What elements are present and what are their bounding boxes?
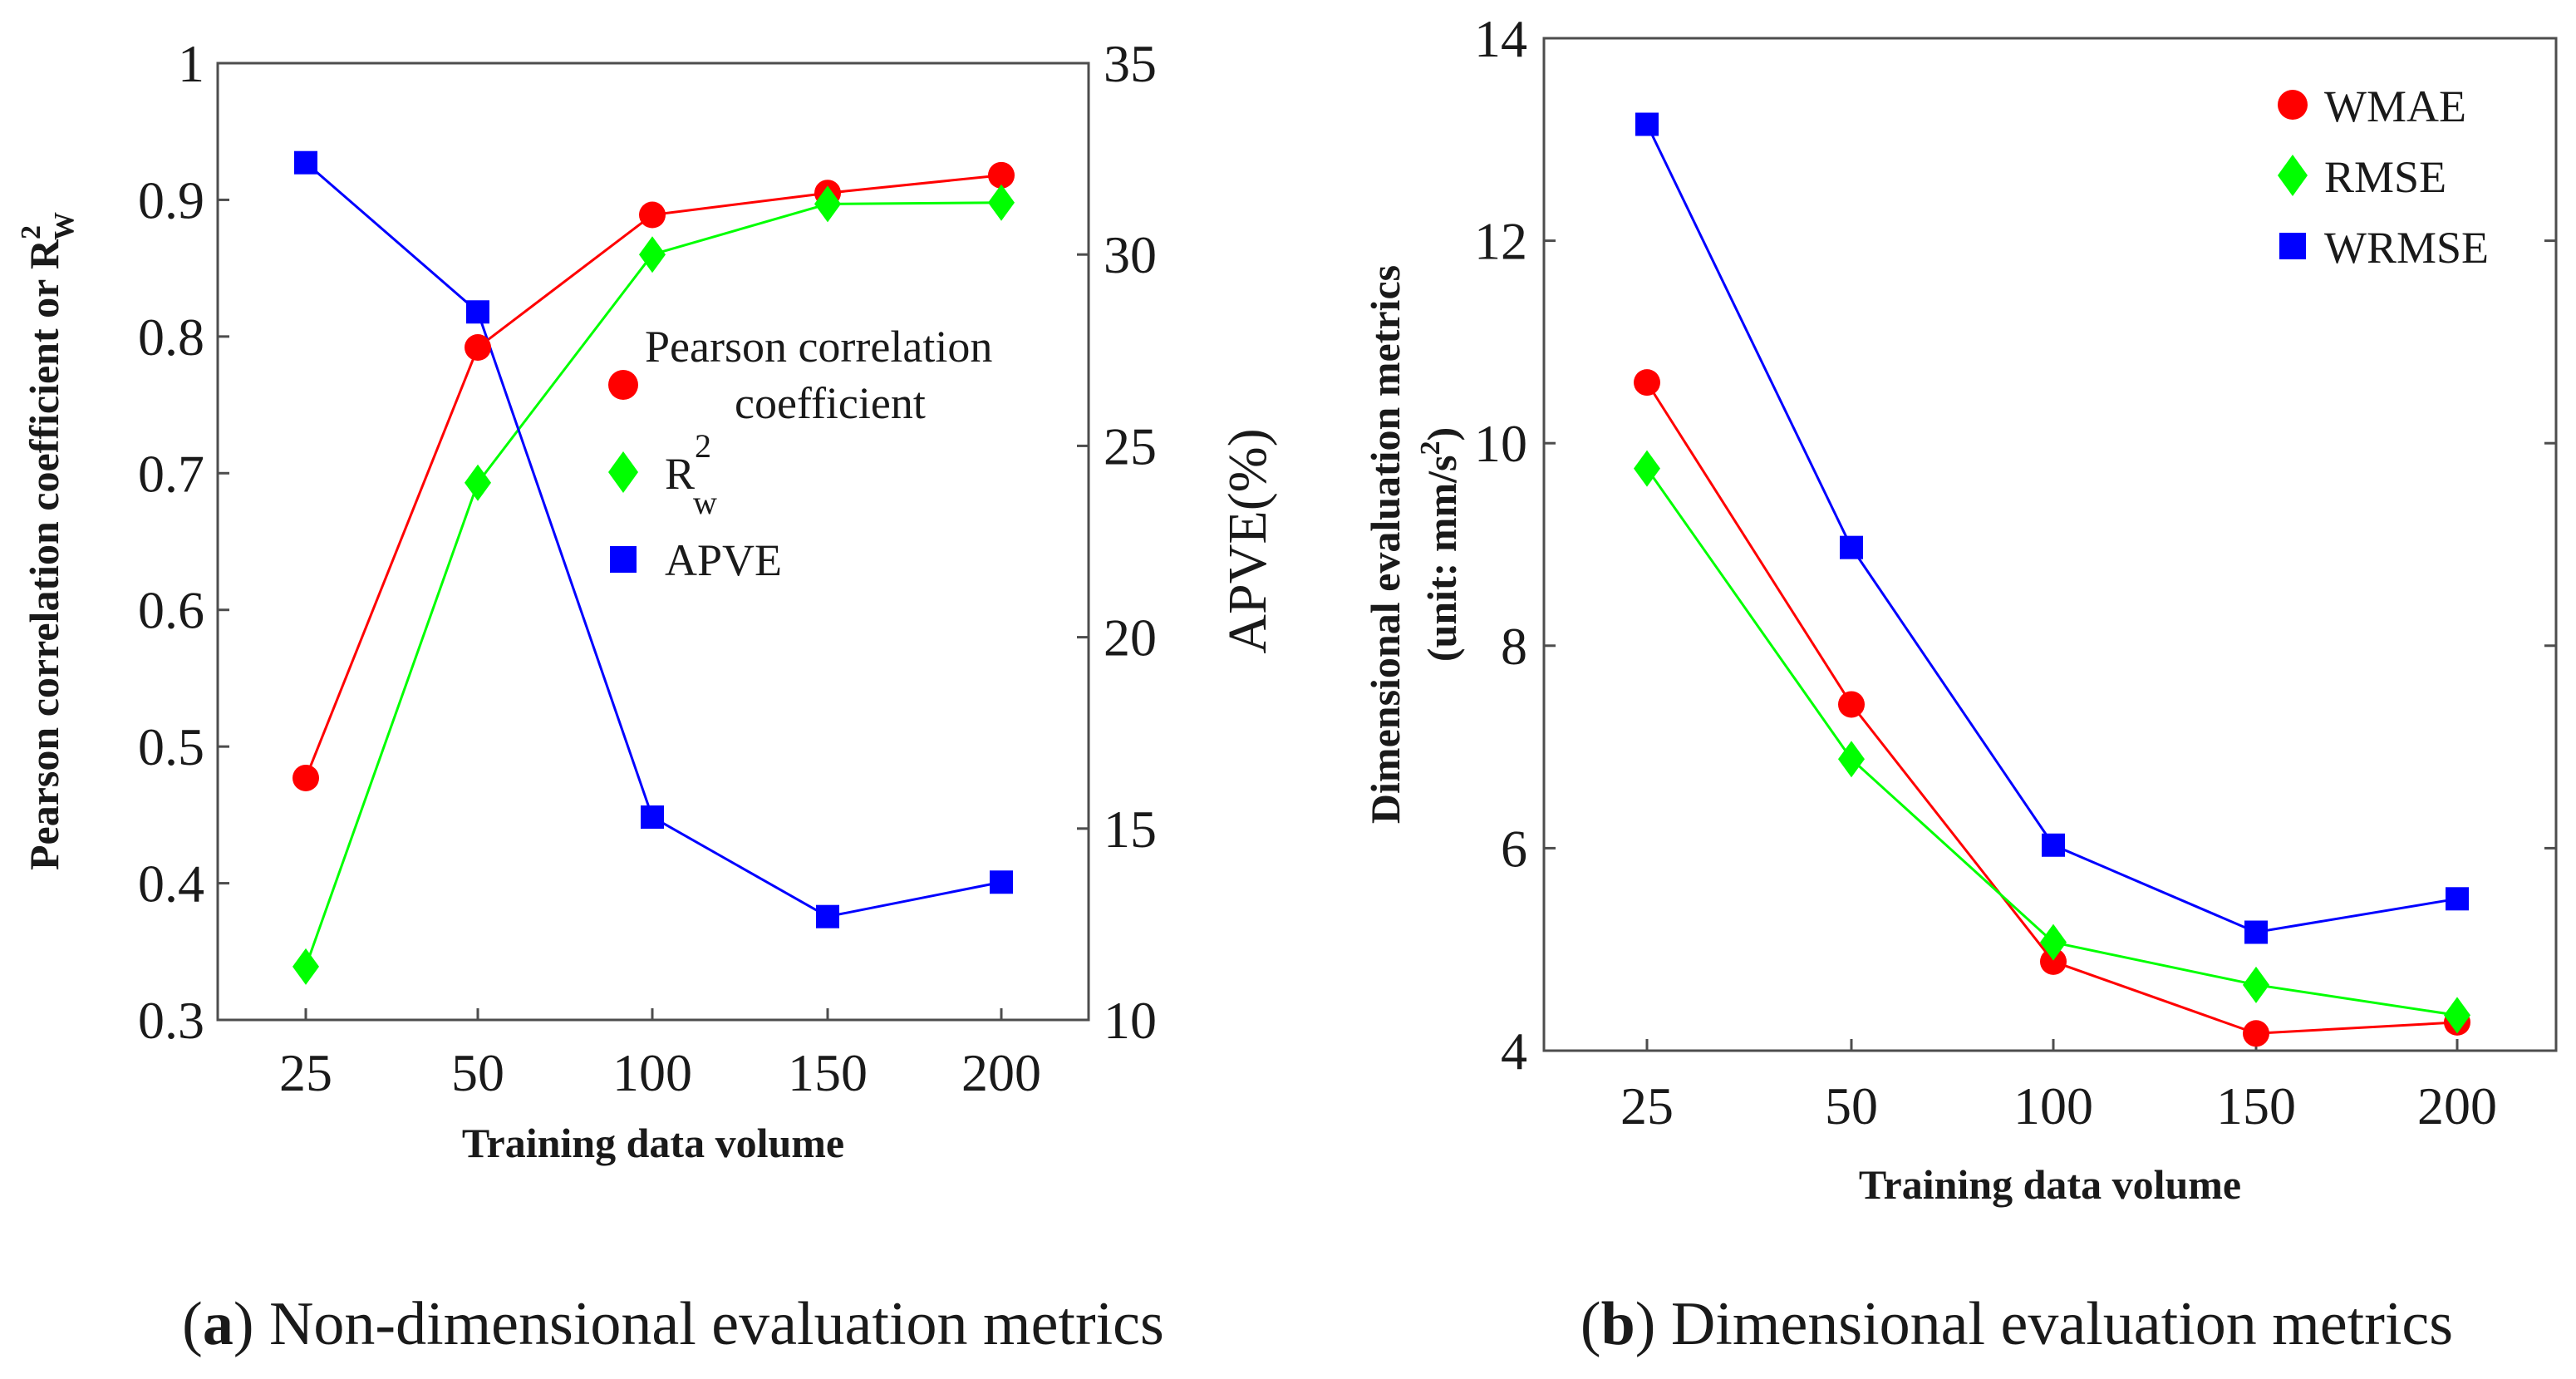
data-point-s2-1 <box>466 300 489 324</box>
legend-label-pearson-line1: Pearson correlation <box>645 322 992 372</box>
panel-a-left-ticks: 0.3 0.4 0.5 0.6 0.7 0.8 0.9 1 <box>138 34 229 1050</box>
x-tick-label: 200 <box>961 1043 1041 1102</box>
left-tick-label: 0.3 <box>138 991 204 1050</box>
x-tick-label: 150 <box>788 1043 868 1102</box>
data-point-s1-0 <box>293 948 319 985</box>
x-tick-label: 100 <box>612 1043 692 1102</box>
legend-label-wmae: WMAE <box>2324 81 2466 131</box>
data-point-s0-3 <box>2243 1020 2269 1047</box>
left-tick-label: 0.5 <box>138 717 204 776</box>
panel-b-x-axis-title: Training data volume <box>1859 1161 2241 1208</box>
legend-marker-wrmse <box>2279 233 2306 259</box>
data-point-s1-2 <box>639 236 666 273</box>
data-point-s2-3 <box>2244 920 2268 944</box>
y-tick-label: 14 <box>1474 9 1527 68</box>
panel-a-right-axis-title: APVE(%) <box>1217 428 1278 653</box>
left-tick-label: 0.8 <box>138 308 204 367</box>
right-tick-label: 25 <box>1104 416 1157 475</box>
panel-b-x-ticks: 25 50 100 150 200 <box>1620 1039 2497 1135</box>
x-tick-label: 25 <box>1620 1076 1674 1135</box>
legend-marker-wmae <box>2278 90 2308 120</box>
data-point-s0-2 <box>2040 948 2067 975</box>
right-tick-label: 15 <box>1104 800 1157 859</box>
right-tick-label: 30 <box>1104 225 1157 284</box>
y-tick-label: 8 <box>1501 617 1527 676</box>
data-point-s0-2 <box>639 201 666 229</box>
panel-b-y-axis-title-line1: Dimensional evaluation metrics <box>1362 265 1408 824</box>
left-tick-label: 0.7 <box>138 444 204 503</box>
legend-label-pearson-line2: coefficient <box>735 378 926 428</box>
panel-a-caption: (a) Non-dimensional evaluation metrics <box>182 1290 1164 1358</box>
data-point-s1-1 <box>465 464 491 501</box>
right-tick-label: 35 <box>1104 34 1157 93</box>
panel-a-x-ticks: 25 50 100 150 200 <box>279 1008 1041 1102</box>
panel-a-left-axis-title: Pearson correlation coefficient or R2W <box>16 212 80 870</box>
legend-label-rmse: RMSE <box>2324 152 2446 202</box>
x-tick-label: 100 <box>2013 1076 2093 1135</box>
data-point-s1-2 <box>2040 923 2067 961</box>
legend-marker-rmse <box>2278 155 2308 196</box>
panel-b-caption: (b) Dimensional evaluation metrics <box>1581 1290 2453 1358</box>
data-point-s0-4 <box>988 161 1015 189</box>
y-tick-label: 4 <box>1501 1022 1527 1081</box>
data-point-s2-0 <box>294 150 317 175</box>
left-tick-label: 0.4 <box>138 854 204 914</box>
data-point-s0-1 <box>465 334 491 362</box>
data-point-s2-3 <box>816 904 839 928</box>
y-tick-label: 10 <box>1474 414 1527 473</box>
y-tick-label: 6 <box>1501 819 1527 878</box>
legend-marker-pearson <box>608 370 638 400</box>
panel-b-chart: 4 6 8 10 12 14 25 50 100 150 200 Training data vo… <box>1362 9 2558 1358</box>
legend-label-r2w: R2 w <box>665 427 717 521</box>
right-tick-label: 20 <box>1104 608 1157 667</box>
y-tick-label: 12 <box>1474 212 1527 271</box>
series-line-2 <box>305 161 1002 919</box>
data-point-s2-1 <box>1840 535 1863 559</box>
x-tick-label: 50 <box>451 1043 504 1102</box>
x-tick-label: 50 <box>1825 1076 1878 1135</box>
x-tick-label: 150 <box>2216 1076 2296 1135</box>
left-tick-label: 0.6 <box>138 581 204 640</box>
data-point-s0-1 <box>1838 691 1865 718</box>
panel-a-series <box>293 150 1015 985</box>
data-point-s1-0 <box>1634 450 1660 487</box>
legend-marker-apve <box>610 546 637 573</box>
panel-b-y-axis-title-line2: (unit: mm/s2) <box>1415 427 1465 662</box>
panel-a-legend: Pearson correlation coefficient R2 w APVE <box>608 322 992 585</box>
data-point-s1-1 <box>1838 741 1865 778</box>
data-point-s1-4 <box>2444 997 2470 1034</box>
legend-marker-r2w <box>608 451 638 493</box>
data-point-s2-4 <box>990 870 1013 894</box>
data-point-s2-2 <box>2042 833 2065 857</box>
panel-b-legend: WMAE RMSE WRMSE <box>2278 81 2489 273</box>
data-point-s1-4 <box>988 184 1015 221</box>
right-tick-label: 10 <box>1104 991 1157 1050</box>
panel-b-plot-frame <box>1542 37 2558 1052</box>
data-point-s1-3 <box>2243 966 2269 1003</box>
data-point-s2-4 <box>2446 887 2469 911</box>
data-point-s0-0 <box>1634 369 1660 396</box>
data-point-s2-2 <box>641 805 664 829</box>
panel-a-chart: 0.3 0.4 0.5 0.6 0.7 0.8 0.9 1 10 15 20 25 30 35 25 50… <box>16 34 1278 1358</box>
series-line-1 <box>304 201 1002 968</box>
data-point-s1-3 <box>814 185 841 223</box>
data-point-s0-0 <box>293 764 319 791</box>
panel-b-series <box>1634 112 2470 1047</box>
panel-a-right-ticks: 10 15 20 25 30 35 <box>1077 34 1157 1050</box>
left-tick-label: 0.9 <box>138 170 204 229</box>
panel-b-y-ticks: 4 6 8 10 12 14 <box>1474 9 2556 1081</box>
legend-label-apve: APVE <box>665 535 782 585</box>
panel-a-x-axis-title: Training data volume <box>462 1120 844 1166</box>
x-tick-label: 25 <box>279 1043 332 1102</box>
left-tick-label: 1 <box>178 34 204 93</box>
data-point-s2-0 <box>1635 112 1659 136</box>
x-tick-label: 200 <box>2417 1076 2497 1135</box>
legend-label-wrmse: WRMSE <box>2324 223 2489 273</box>
